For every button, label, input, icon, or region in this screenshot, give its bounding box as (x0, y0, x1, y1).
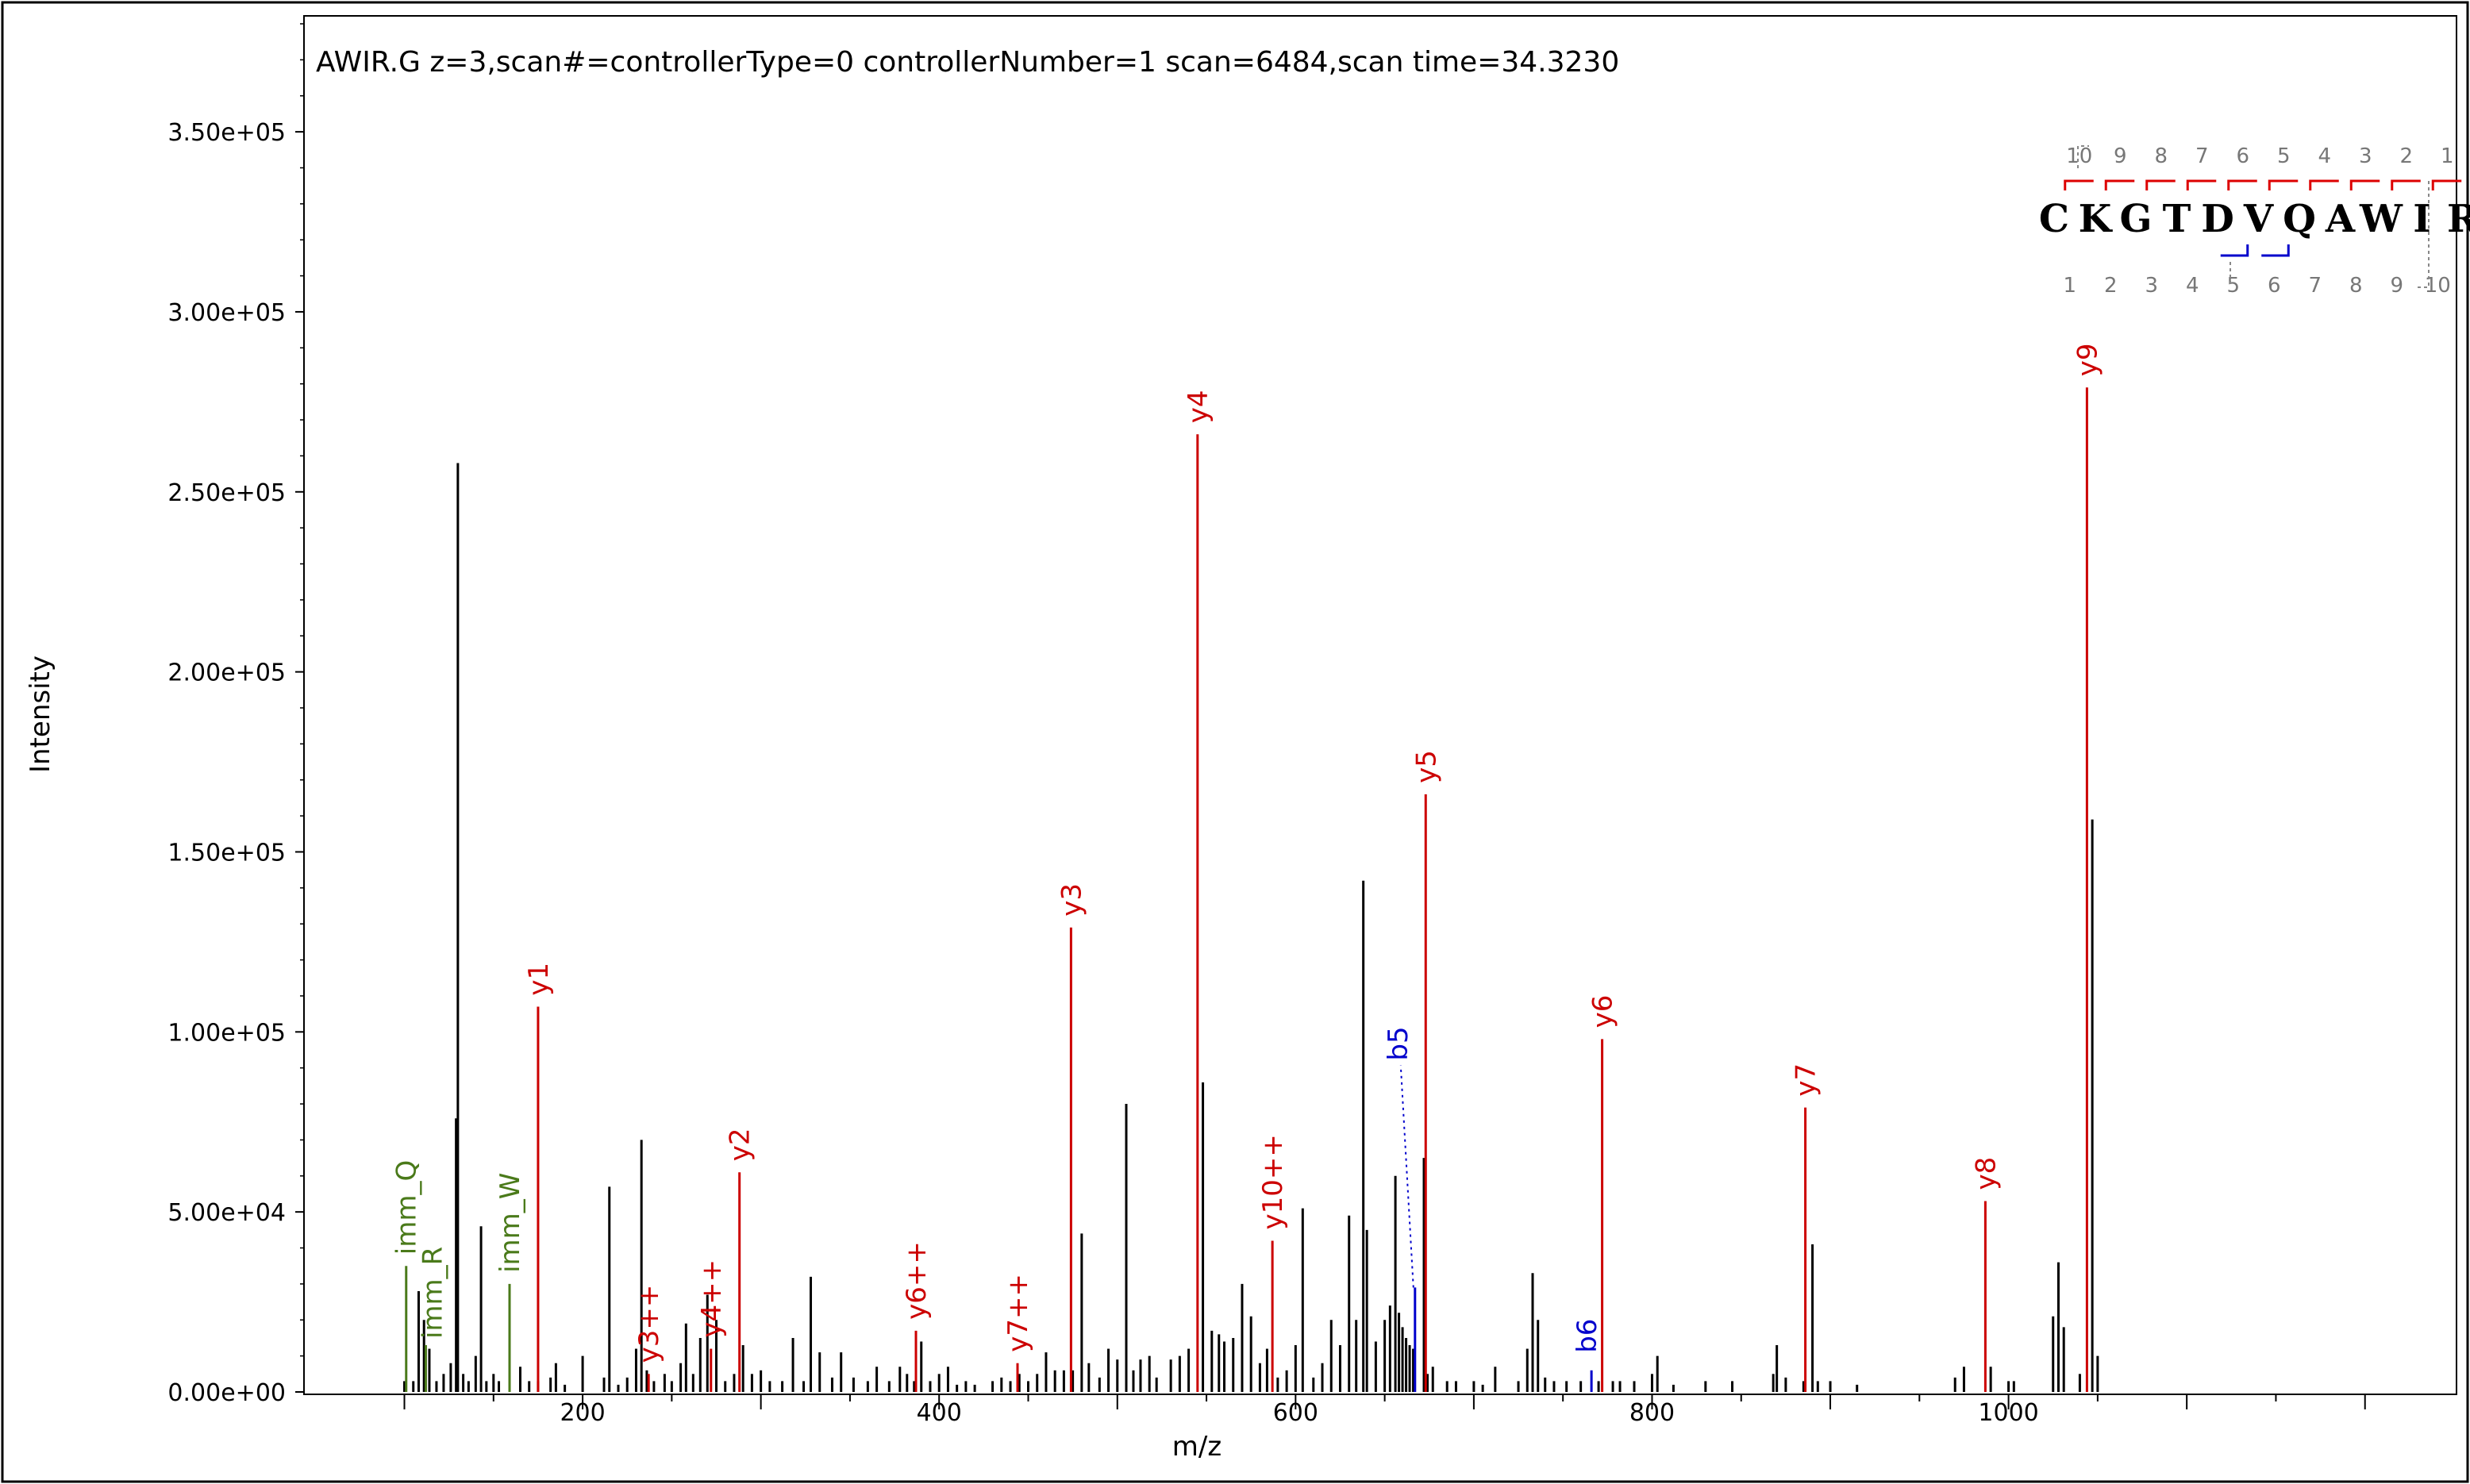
y-ion-number: 5 (2277, 144, 2291, 168)
ion-label: imm_W (494, 1173, 526, 1273)
sequence-letter: G (2120, 197, 2153, 241)
y-axis: 0.00e+00 5.00e+04 1.00e+05 1.50e+05 2.00e+05… (167, 23, 305, 1407)
y-ion-bracket (2391, 179, 2421, 190)
y-tick-label: 2.00e+05 (167, 659, 286, 687)
y-tick-label: 3.00e+05 (167, 299, 286, 327)
ion-label: imm_Q (391, 1160, 423, 1255)
ion-label: y1 (523, 963, 555, 996)
sequence-letter: D (2201, 197, 2234, 241)
y-ion-bracket (2309, 179, 2339, 190)
y-axis-title: Intensity (25, 655, 56, 773)
x-tick-label: 1000 (1978, 1399, 2038, 1427)
b-ion-number: 9 (2390, 274, 2403, 298)
y-ion-bracket (2227, 179, 2257, 190)
ion-label: y4 (1183, 390, 1214, 423)
b-ion-number: 6 (2268, 274, 2281, 298)
y-ion-number: 3 (2359, 144, 2372, 168)
ion-label: b5 (1383, 1026, 1414, 1060)
y-ion-number: 2 (2399, 144, 2413, 168)
y-ion-bracket (2104, 179, 2135, 190)
ion-label: y2 (725, 1128, 756, 1161)
y-ion-bracket (2064, 179, 2094, 190)
sequence-guide (2077, 145, 2089, 168)
b-ion-number: 3 (2145, 274, 2158, 298)
b-ion-number: 1 (2063, 274, 2076, 298)
y-ion-number: 8 (2154, 144, 2168, 168)
ion-label: y7++ (1002, 1274, 1034, 1352)
ion-label: y7 (1791, 1063, 1822, 1097)
peptide-sequence: C K G T D V Q A W I R10 9 8 7 6 5 4 3 2 11 2 3 4 5 6 7 8 9 10 (2039, 144, 2470, 298)
sequence-letter: Q (2283, 197, 2316, 241)
sequence-letter: C (2039, 197, 2069, 241)
ion-label: imm_R (417, 1247, 448, 1339)
y-ion-number: 7 (2195, 144, 2209, 168)
y-ion-bracket (2431, 179, 2462, 190)
ion-label: y6 (1587, 995, 1619, 1028)
ion-label: y6++ (901, 1241, 933, 1320)
chart-title: AWIR.G z=3,scan#=controllerType=0 contro… (316, 46, 1619, 79)
y-ion-number: 4 (2318, 144, 2331, 168)
y-ion-number: 1 (2441, 144, 2454, 168)
ion-label: y8 (1970, 1157, 2002, 1190)
b-ion-bracket (2220, 244, 2249, 257)
y-tick-label: 1.50e+05 (167, 839, 286, 867)
sequence-letter: W (2359, 197, 2403, 241)
sequence-letter: K (2079, 197, 2114, 241)
b-ion-number: 5 (2226, 274, 2240, 298)
ion-label: y4++ (696, 1259, 728, 1338)
x-axis: 200 400 600 800 1000 (403, 1394, 2366, 1427)
annotation-leader (1399, 1065, 1414, 1288)
b-ion-number: 7 (2308, 274, 2322, 298)
x-tick-label: 400 (917, 1399, 962, 1427)
y-ion-bracket (2268, 179, 2299, 190)
ion-label: y3++ (633, 1285, 665, 1363)
x-axis-title: m/z (1172, 1431, 1222, 1463)
ion-label: b6 (1572, 1319, 1603, 1353)
x-tick-label: 200 (560, 1399, 605, 1427)
y-ion-bracket (2145, 179, 2176, 190)
x-tick-label: 600 (1273, 1399, 1318, 1427)
y-tick-label: 5.00e+04 (167, 1199, 286, 1227)
b-ion-number: 4 (2186, 274, 2199, 298)
sequence-letter: I (2413, 197, 2430, 241)
ion-label: y5 (1410, 750, 1442, 783)
y-tick-label: 2.50e+05 (167, 479, 286, 507)
y-ion-bracket (2349, 179, 2380, 190)
b-ion-bracket (2261, 244, 2290, 257)
y-ion-number: 6 (2236, 144, 2249, 168)
y-ion-number: 10 (2066, 144, 2092, 168)
y-ion-bracket (2186, 179, 2217, 190)
sequence-letter: V (2243, 197, 2274, 241)
ion-label: y10++ (1257, 1134, 1289, 1229)
peaks-layer (403, 463, 2099, 1392)
ion-label: y3 (1056, 883, 1087, 917)
ion-label: y9 (2072, 343, 2103, 376)
sequence-letter: T (2163, 197, 2191, 241)
b-ion-number: 2 (2104, 274, 2118, 298)
b-ion-number: 8 (2349, 274, 2363, 298)
sequence-letter: A (2325, 197, 2356, 241)
x-tick-label: 800 (1629, 1399, 1675, 1427)
plot-frame (303, 15, 2457, 1395)
sequence-letter: R (2447, 197, 2470, 241)
y-ion-number: 9 (2114, 144, 2127, 168)
y-tick-label: 3.50e+05 (167, 119, 286, 147)
y-tick-label: 1.00e+05 (167, 1019, 286, 1047)
y-tick-label: 0.00e+00 (167, 1379, 286, 1407)
